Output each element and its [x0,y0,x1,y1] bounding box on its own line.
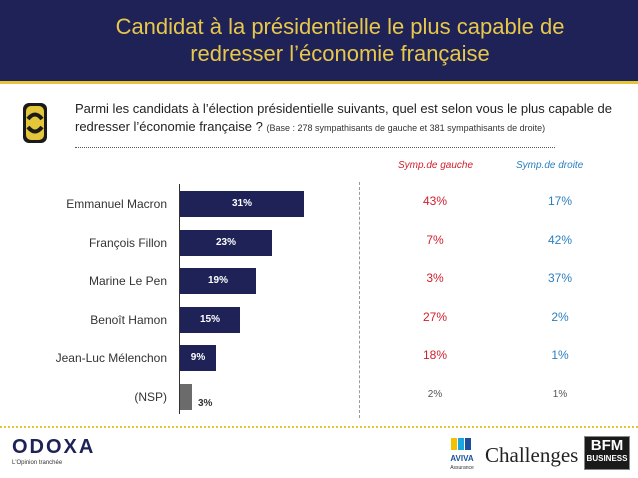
category-label: Emmanuel Macron [66,197,167,211]
category-label: Jean-Luc Mélenchon [55,351,167,365]
question-text: Parmi les candidats à l’élection préside… [75,101,612,134]
aviva-logo: AVIVA Assurance [450,438,474,471]
droite-value: 1% [552,389,568,400]
challenges-logo: Challenges [485,443,579,467]
gauche-value: 27% [422,310,448,324]
bar [180,307,240,333]
bfm-business-logo: BFM BUSINESS [584,436,630,470]
bar-value-label: 3% [198,398,213,409]
odoxa-wordmark: ODOXA [12,436,96,458]
header-banner: Candidat à la présidentielle le plus cap… [0,0,638,84]
category-label: (NSP) [134,390,167,404]
business-text: BUSINESS [586,454,628,463]
page-title: Candidat à la présidentielle le plus cap… [40,13,638,67]
question-divider [75,147,555,148]
bar-value-label: 9% [190,352,206,363]
droite-value: 1% [551,348,569,362]
bar [180,345,216,371]
droite-value: 17% [547,194,573,208]
odoxa-coin-icon [23,103,47,143]
droite-value: 2% [551,310,569,324]
category-label: François Fillon [88,236,167,250]
bar-value-label: 31% [231,198,252,209]
bar [180,384,192,410]
title-line-2: redresser l’économie française [190,41,490,66]
aviva-text: AVIVA [450,454,473,463]
question-base: (Base : 278 sympathisants de gauche et 3… [266,123,546,133]
header-symp-gauche: Symp.de gauche [398,160,474,171]
gauche-value: 3% [426,271,444,285]
droite-value: 37% [547,271,573,285]
bfm-text: BFM [590,437,624,454]
survey-question: Parmi les candidats à l’élection préside… [75,100,615,137]
bar-value-label: 19% [207,275,228,286]
bar-value-label: 23% [215,237,236,248]
title-line-1: Candidat à la présidentielle le plus cap… [115,14,565,39]
gauche-value: 18% [422,348,448,362]
aviva-sub: Assurance [450,465,474,471]
chart-axis [179,184,180,414]
category-label: Marine Le Pen [88,274,167,288]
bar [180,191,304,217]
gauche-value: 7% [426,233,444,247]
odoxa-logo: ODOXA L'Opinion tranchée [12,436,95,466]
bar [180,230,272,256]
header-symp-droite: Symp.de droite [516,160,584,171]
bar-value-label: 15% [199,314,220,325]
odoxa-tagline: L'Opinion tranchée [12,460,63,466]
gauche-value: 2% [427,389,443,400]
column-separator [359,182,360,418]
gauche-value: 43% [422,194,448,208]
droite-value: 42% [547,233,573,247]
bar [180,268,256,294]
footer-divider [0,426,638,428]
category-label: Benoît Hamon [90,313,167,327]
